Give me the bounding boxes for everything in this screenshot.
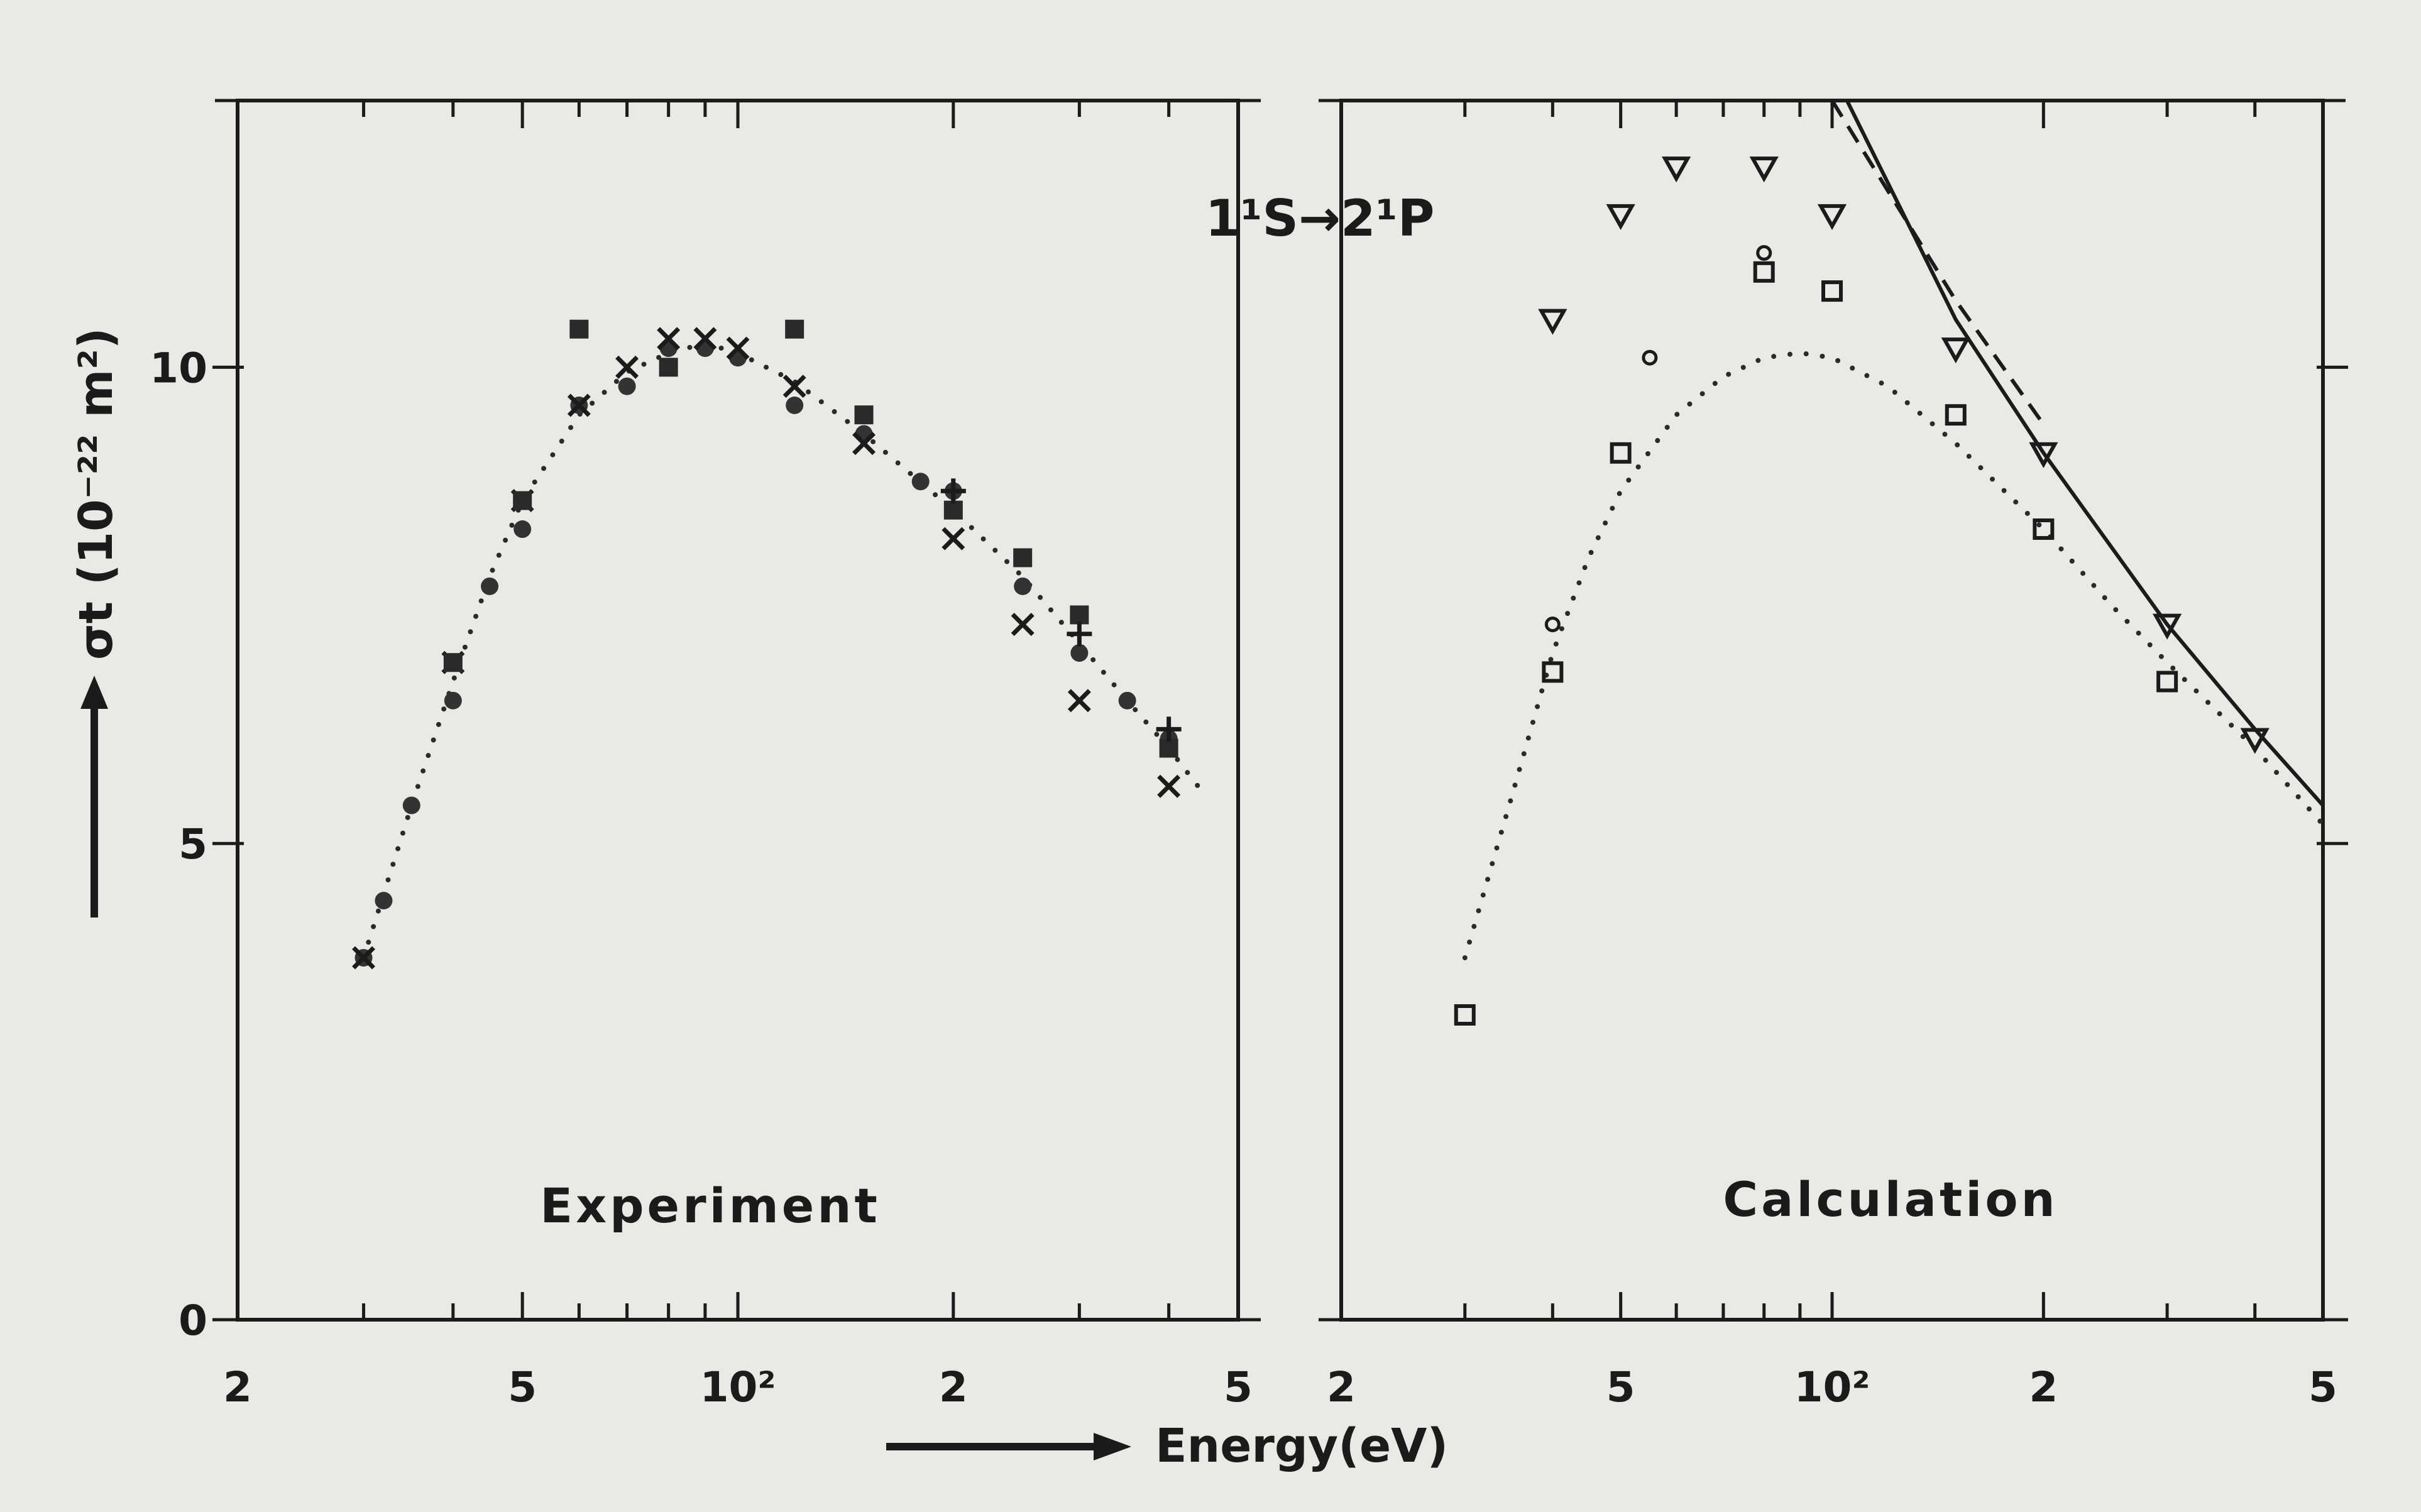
calculation-panel: Calculation <box>1319 99 2348 1322</box>
filled-square-point <box>443 653 463 672</box>
filled-square-point <box>1159 738 1178 758</box>
dashed-curve <box>1830 99 2045 426</box>
y-axis-arrow-head <box>80 676 108 709</box>
open-circle-point <box>1544 616 1561 633</box>
cross-point <box>615 355 639 379</box>
y-axis-title: σt (10⁻²² m²) <box>69 327 123 660</box>
x-tick-label: 10² <box>700 1363 776 1411</box>
experiment-data-points <box>352 319 1182 970</box>
x-axis-arrow-head <box>1094 1433 1131 1460</box>
cross-point <box>782 375 806 398</box>
open-square-point <box>2033 518 2055 540</box>
calculation-panel-label: Calculation <box>1723 1171 2058 1227</box>
open-triangle-point <box>1749 156 1779 183</box>
open-square-point <box>1753 261 1775 283</box>
calculation-axis-ticks <box>1319 99 2348 1322</box>
filled-square-point <box>659 358 678 377</box>
filled-square-point <box>569 319 589 339</box>
cross-point <box>352 946 376 970</box>
plus-point <box>1156 716 1182 742</box>
calculation-data-points <box>1454 156 2270 1026</box>
calculation-curves-group <box>1462 99 2325 961</box>
x-tick-label: 2 <box>2029 1363 2058 1411</box>
filled-circle-point <box>513 520 532 539</box>
open-triangle-point <box>1941 337 1970 364</box>
x-tick-label: 2 <box>223 1363 252 1411</box>
x-tick-labels: 2 5 10² 2 5 2 5 10² 2 5 <box>223 1363 2337 1411</box>
filled-circle-point <box>1070 644 1089 662</box>
filled-circle-point <box>444 691 462 709</box>
cross-point <box>567 393 591 417</box>
open-square-point <box>1610 442 1632 464</box>
open-triangle-point <box>1661 156 1691 183</box>
open-circle-point <box>1756 245 1772 261</box>
open-square-point <box>1821 280 1843 302</box>
filled-circle-point <box>402 796 420 814</box>
cross-point <box>942 527 965 551</box>
open-triangle-point <box>2029 442 2058 468</box>
y-tick-label: 0 <box>178 1296 207 1345</box>
experiment-panel: Experiment <box>212 99 1261 1322</box>
cross-point <box>693 327 717 351</box>
open-circle-point <box>1642 349 1658 366</box>
open-square-point <box>1945 404 1967 426</box>
dotted-fit-curve <box>361 341 1208 961</box>
experiment-panel-label: Experiment <box>540 1178 881 1234</box>
x-tick-label: 10² <box>1794 1363 1870 1411</box>
x-axis-title-group: Energy(eV) <box>886 1419 1448 1473</box>
x-tick-label: 5 <box>1606 1363 1635 1411</box>
x-tick-label: 2 <box>939 1363 968 1411</box>
y-axis-title-group: σt (10⁻²² m²) <box>69 327 123 918</box>
cross-point <box>1067 689 1091 713</box>
filled-circle-point <box>481 577 499 595</box>
filled-square-point <box>513 491 532 510</box>
open-square-point <box>1542 661 1564 683</box>
y-tick-label: 10 <box>150 344 207 392</box>
filled-circle-point <box>1014 577 1032 595</box>
x-tick-label: 5 <box>1224 1363 1253 1411</box>
open-triangle-point <box>1817 204 1847 230</box>
x-tick-label: 5 <box>2308 1363 2337 1411</box>
filled-square-point <box>943 500 963 520</box>
y-tick-label: 5 <box>178 820 207 868</box>
cross-point <box>852 432 876 456</box>
open-triangle-point <box>2240 728 2270 754</box>
cross-point <box>1011 613 1035 637</box>
filled-circle-point <box>1118 691 1136 709</box>
open-square-point <box>2156 671 2178 693</box>
filled-circle-point <box>786 397 804 414</box>
transition-annotation: 1¹S→2¹P <box>1205 189 1435 248</box>
experiment-fit-curve-group <box>361 341 1208 961</box>
cross-point <box>657 327 681 351</box>
filled-square-point <box>785 319 804 339</box>
cross-point <box>1157 774 1181 798</box>
experiment-axis-ticks <box>212 99 1261 1322</box>
open-triangle-point <box>1538 309 1567 335</box>
filled-circle-point <box>618 377 636 395</box>
open-square-point <box>1454 1004 1476 1026</box>
x-tick-label: 5 <box>508 1363 537 1411</box>
solid-curve <box>1845 99 2325 807</box>
cross-point <box>726 336 750 360</box>
open-triangle-point <box>1606 204 1635 230</box>
filled-circle-point <box>911 473 930 491</box>
filled-square-point <box>1013 548 1033 567</box>
filled-square-point <box>854 405 874 425</box>
filled-circle-point <box>375 892 393 910</box>
x-axis-title: Energy(eV) <box>1155 1419 1448 1473</box>
x-tick-label: 2 <box>1327 1363 1356 1411</box>
open-triangle-point <box>2152 613 2182 640</box>
plus-point <box>940 478 966 504</box>
y-tick-labels: 0 5 10 <box>150 344 207 1345</box>
plus-point <box>1067 621 1092 647</box>
filled-square-point <box>1070 605 1089 625</box>
